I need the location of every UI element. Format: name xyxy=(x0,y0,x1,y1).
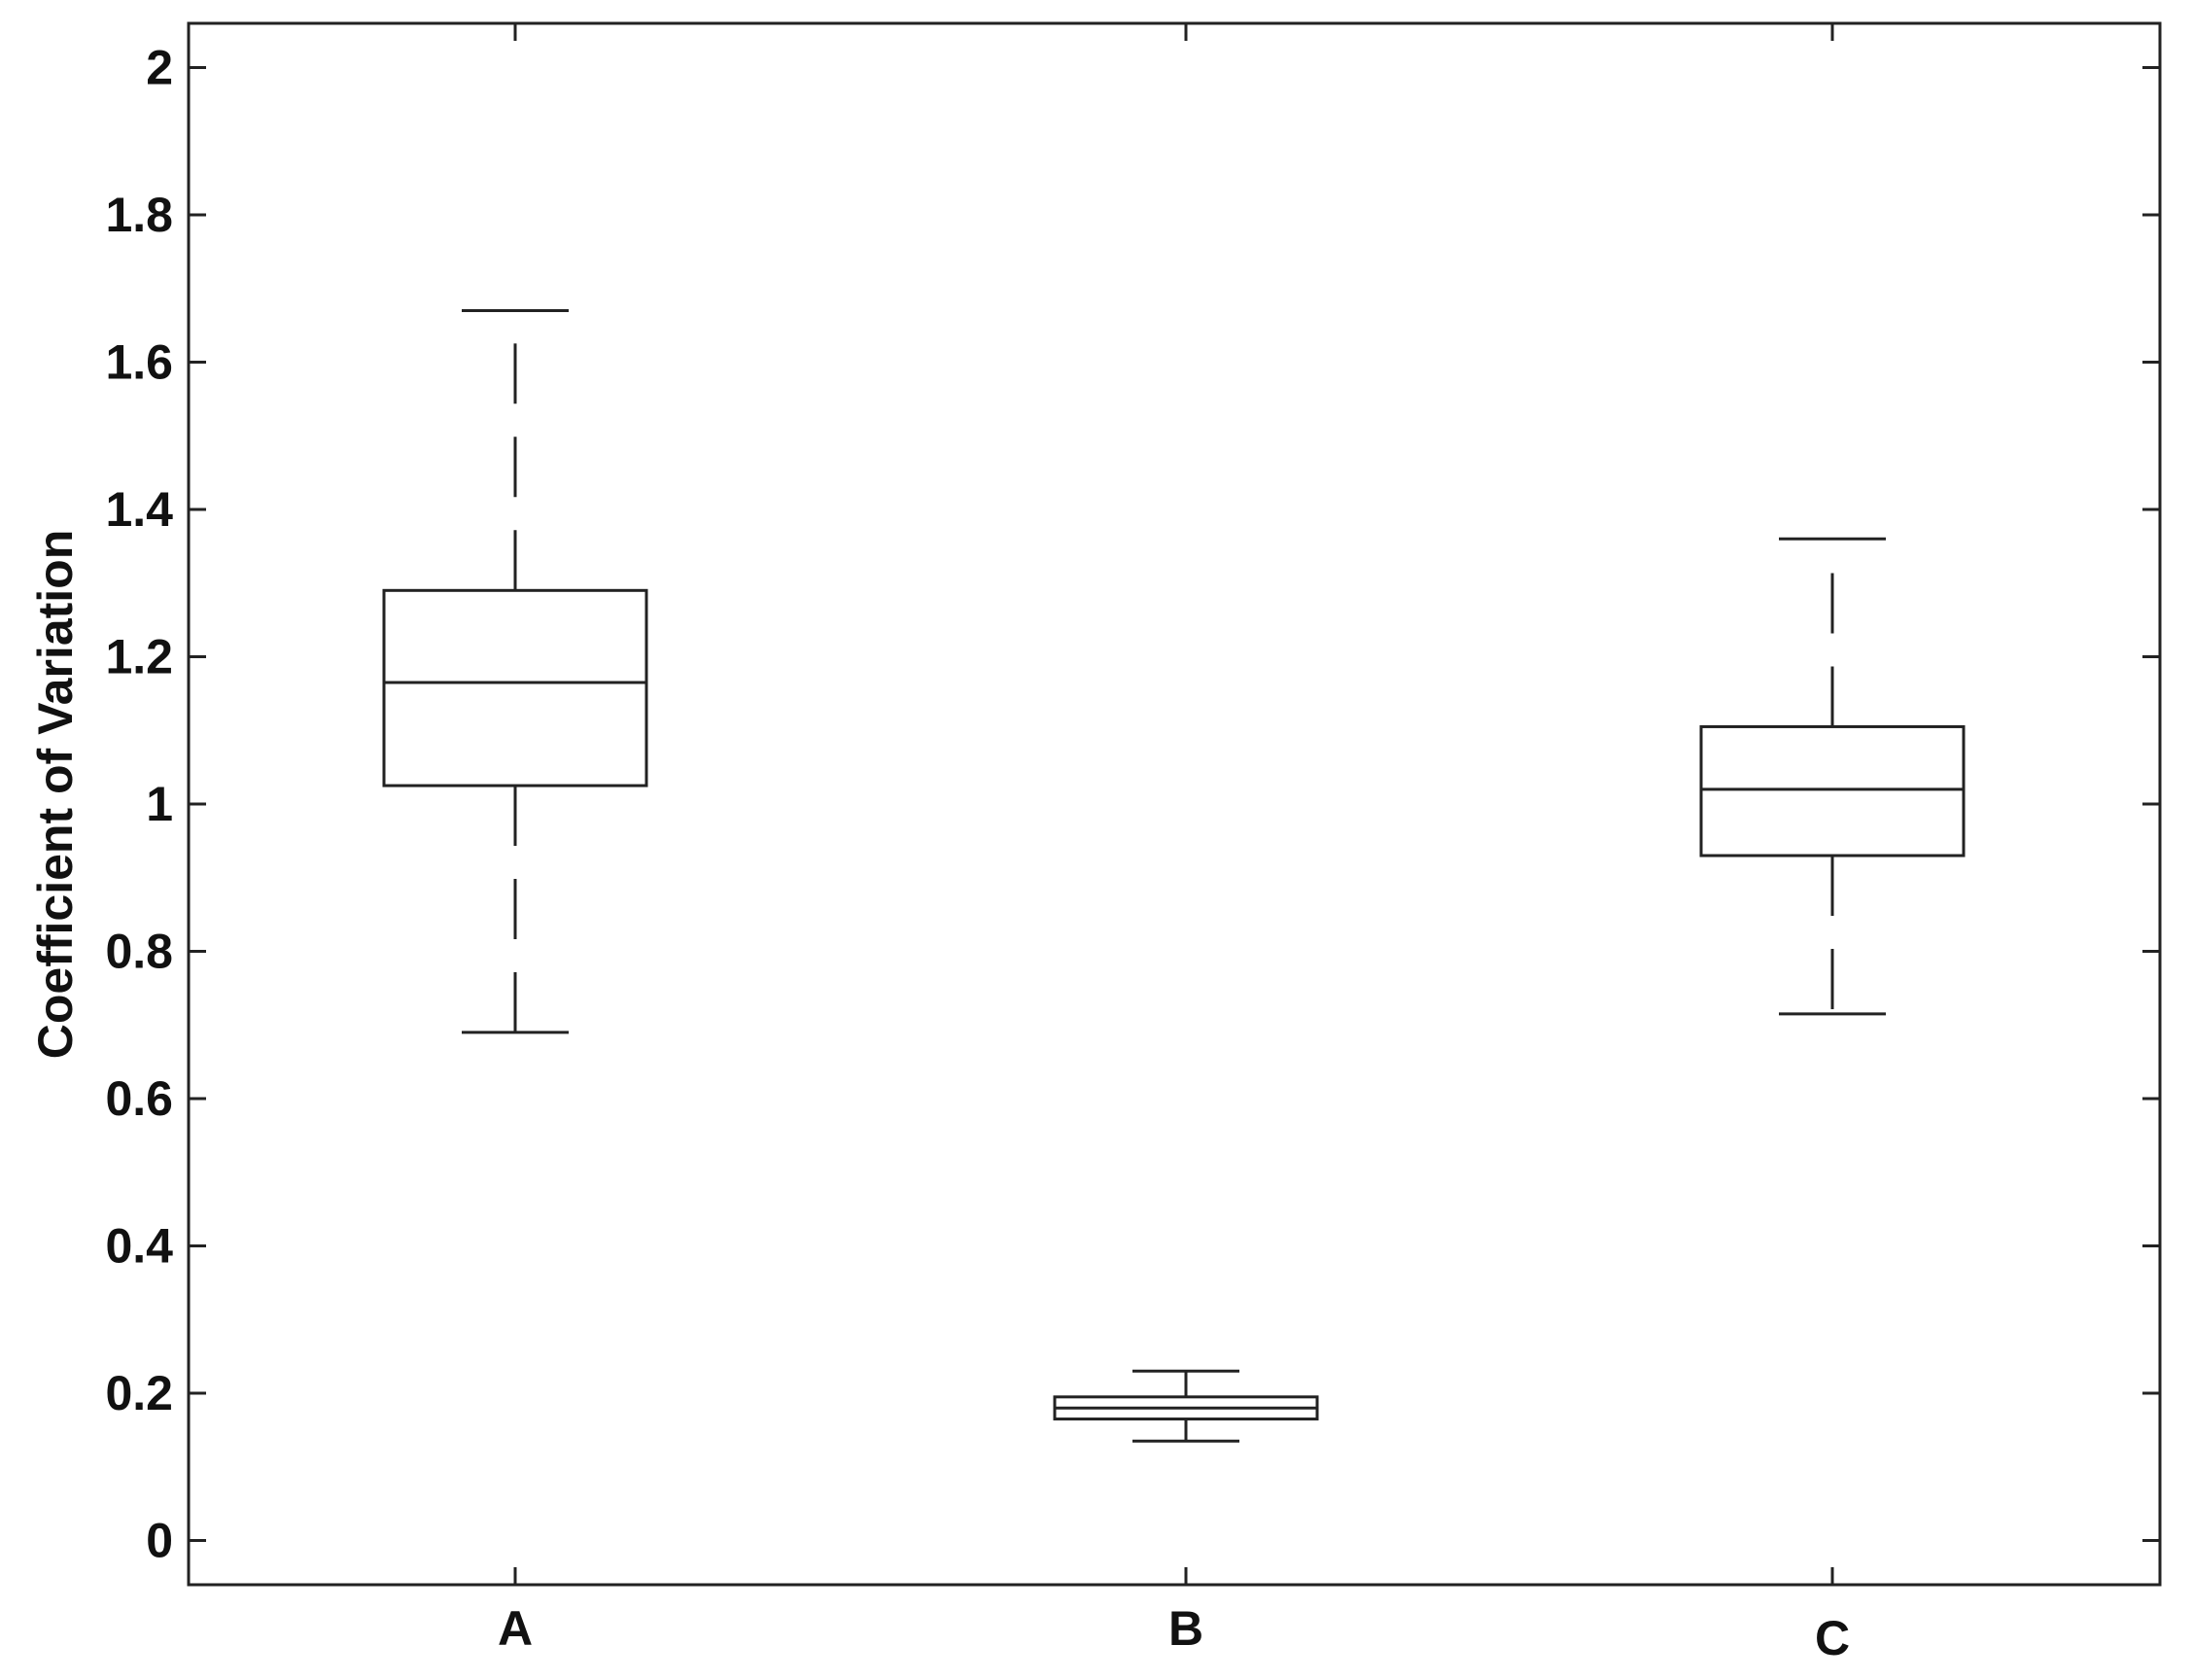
y-tick-label: 1 xyxy=(146,777,173,831)
box-A xyxy=(382,308,648,1034)
y-tick-label: 1.6 xyxy=(105,334,173,389)
box-B xyxy=(1053,1369,1319,1443)
box-plot-series xyxy=(382,308,1966,1443)
x-category-label-B: B xyxy=(1168,1601,1203,1656)
x-category-label-C: C xyxy=(1815,1611,1850,1665)
y-tick-label: 1.2 xyxy=(105,629,173,683)
y-tick-label: 0.4 xyxy=(105,1219,173,1274)
y-tick-label: 0.2 xyxy=(105,1366,173,1420)
y-axis-ticks: 0 0.2 0.4 0.6 0.8 1 1.2 1.4 1.6 1.8 2 xyxy=(105,40,2160,1568)
y-tick-label: 2 xyxy=(146,40,173,94)
interquartile-box xyxy=(1699,724,1966,858)
y-tick-label: 0.8 xyxy=(105,925,173,979)
x-category-label-A: A xyxy=(498,1601,533,1656)
y-tick-label: 0.6 xyxy=(105,1071,173,1126)
y-tick-label: 0 xyxy=(146,1514,173,1568)
box-C xyxy=(1699,537,1966,1016)
interquartile-box xyxy=(382,588,648,788)
y-tick-label: 1.8 xyxy=(105,188,173,242)
y-axis-label: Coefficient of Variation xyxy=(28,530,83,1060)
y-tick-label: 1.4 xyxy=(105,482,173,537)
x-axis-labels: A B C xyxy=(498,1601,1850,1665)
